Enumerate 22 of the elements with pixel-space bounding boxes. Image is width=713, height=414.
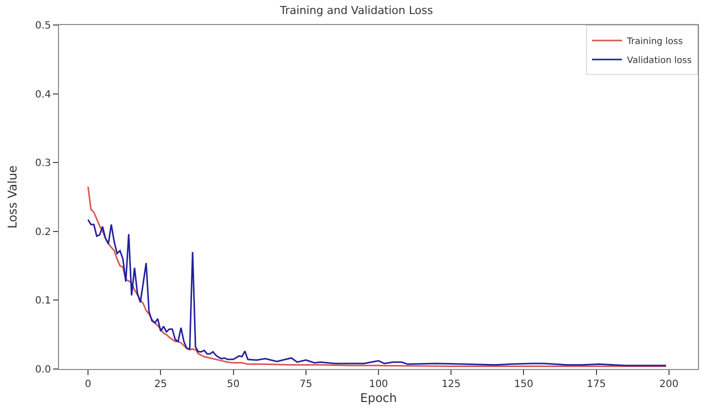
legend-label: Validation loss [627, 56, 692, 66]
legend-label: Training loss [626, 37, 684, 48]
y-tick-label: 0.2 [35, 226, 51, 238]
x-tick-label: 200 [659, 379, 678, 390]
x-tick-label: 125 [442, 379, 461, 390]
x-axis-title: Epoch [360, 390, 397, 405]
x-tick-label: 25 [154, 379, 168, 390]
y-tick-label: 0.1 [35, 296, 51, 307]
y-tick-label: 0.3 [35, 158, 51, 170]
x-tick-label: 0 [84, 379, 92, 390]
x-tick-label: 150 [514, 379, 534, 390]
y-tick-label: 0.0 [35, 364, 51, 376]
chart-title: Training and Validation Loss [278, 4, 434, 17]
x-tick-label: 75 [300, 379, 312, 390]
y-axis-title: Loss Value [5, 165, 20, 229]
y-tick-label: 0.5 [35, 20, 51, 32]
x-tick-label: 100 [368, 379, 388, 390]
line-series [87, 186, 667, 367]
line-series [87, 218, 667, 366]
y-tick-label: 0.4 [35, 89, 51, 100]
x-tick-label: 50 [226, 379, 240, 390]
x-tick-label: 175 [586, 379, 606, 390]
